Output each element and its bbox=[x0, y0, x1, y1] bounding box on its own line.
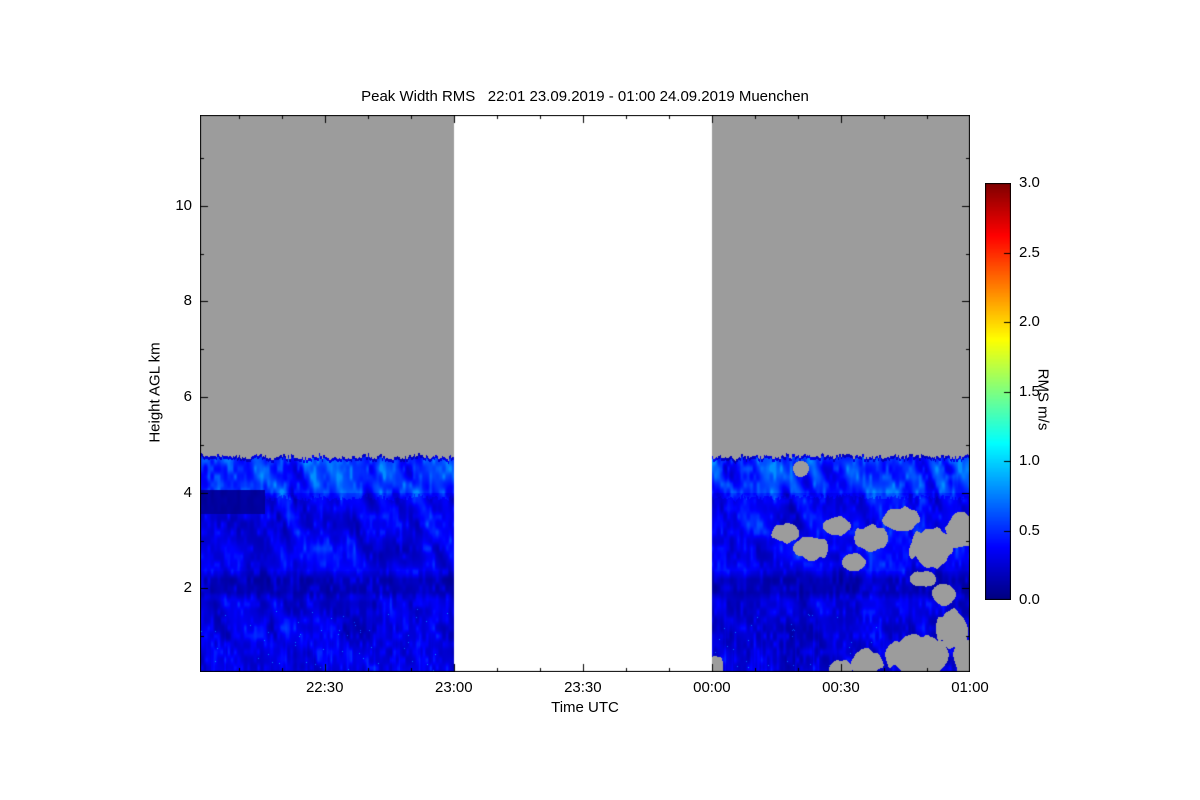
x-axis-label: Time UTC bbox=[551, 699, 619, 716]
colorbar-tick-label-4: 2.0 bbox=[1019, 313, 1040, 330]
colorbar-tick-label-1: 0.5 bbox=[1019, 521, 1040, 539]
x-tick-label-3: 00:00 bbox=[693, 679, 731, 696]
y-tick-label-4: 10 bbox=[175, 196, 192, 214]
x-tick-label-4: 00:30 bbox=[822, 679, 860, 696]
x-tick-label-0: 22:30 bbox=[305, 679, 344, 696]
heatmap-canvas bbox=[200, 115, 970, 672]
colorbar-tick-label-5: 2.5 bbox=[1019, 243, 1040, 261]
colorbar-tick-label-6: 3.0 bbox=[1019, 174, 1040, 191]
colorbar-tick-label-0: 0.0 bbox=[1019, 591, 1040, 608]
y-tick-label-2: 6 bbox=[183, 388, 192, 406]
colorbar-tick-label-2: 1.0 bbox=[1019, 452, 1040, 469]
chart-title: Peak Width RMS 22:01 23.09.2019 - 01:00 … bbox=[361, 88, 809, 105]
colorbar-canvas bbox=[985, 183, 1011, 600]
y-tick-label-1: 4 bbox=[183, 483, 192, 501]
y-tick-label-3: 8 bbox=[183, 292, 192, 310]
x-tick-label-5: 01:00 bbox=[951, 679, 989, 696]
x-tick-label-1: 23:00 bbox=[435, 679, 473, 696]
colorbar-tick-label-3: 1.5 bbox=[1019, 382, 1040, 400]
x-tick-label-2: 23:30 bbox=[564, 679, 602, 696]
y-tick-label-0: 2 bbox=[183, 579, 192, 597]
